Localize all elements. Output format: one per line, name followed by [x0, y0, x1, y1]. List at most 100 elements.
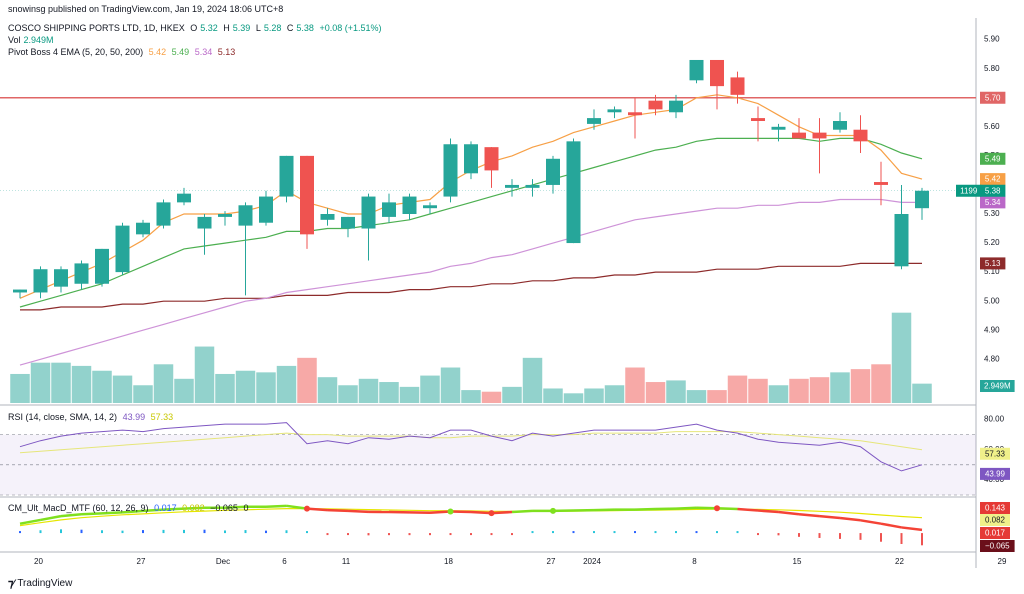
macd-legend[interactable]: CM_Ult_MacD_MTF (60, 12, 26, 9) 0.017 0.…	[8, 503, 251, 513]
volume-bar	[748, 378, 768, 403]
candle-body	[382, 202, 396, 217]
macd-histogram-bar	[552, 531, 554, 534]
macd-signal-badge: 0.082	[985, 516, 1006, 525]
macd-line-segment	[819, 514, 841, 520]
macd-line-segment	[450, 510, 472, 514]
macd-zero-value: 0	[243, 503, 249, 513]
volume-legend[interactable]: Vol 2.949M	[8, 35, 57, 45]
volume-bar	[830, 372, 850, 403]
macd-histogram-bar	[285, 530, 288, 534]
symbol-line[interactable]: COSCO SHIPPING PORTS LTD, 1D, HKEX O 5.32…	[8, 23, 385, 33]
macd-histogram-bar	[531, 531, 534, 534]
macd-histogram-bar	[490, 533, 493, 536]
rsi-ma-line	[19, 431, 923, 454]
macd-histogram-bar	[593, 531, 595, 534]
macd-line-segment	[183, 506, 205, 510]
macd-histogram-bar	[388, 533, 390, 536]
candle-body	[259, 196, 273, 223]
rsi-line	[19, 422, 923, 472]
macd-line-segment	[327, 508, 349, 513]
candle-body	[628, 112, 642, 116]
volume-bar	[358, 378, 379, 403]
published-text: snowinsg published on TradingView.com, J…	[8, 4, 284, 14]
macd-badge-high: 0.143	[985, 504, 1006, 513]
close-value: 5.38	[296, 23, 314, 33]
volume-bar	[92, 370, 112, 403]
macd-line-segment	[429, 510, 451, 515]
macd-line-segment	[122, 509, 144, 514]
volume-bar	[481, 391, 502, 403]
candle-body	[669, 100, 683, 113]
candle-body	[74, 263, 89, 284]
time-tick-label: 27	[547, 557, 556, 566]
time-tick-label: 15	[793, 557, 802, 566]
candle-body	[464, 144, 478, 174]
macd-value: 0.017	[154, 503, 177, 513]
time-tick-label: 18	[444, 557, 453, 566]
macd-line-segment	[19, 518, 41, 525]
volume-bar	[563, 393, 584, 403]
ema5-badge: 5.42	[985, 175, 1001, 184]
macd-histogram-bar	[798, 533, 800, 537]
candle-body	[279, 155, 294, 197]
candle-body	[341, 216, 355, 229]
volume-bar	[51, 362, 71, 403]
volume-bar	[256, 372, 276, 403]
candle-body	[238, 205, 253, 226]
macd-histogram-bar	[326, 533, 329, 536]
tradingview-logo[interactable]: ⁊⁄ TradingView	[8, 577, 72, 590]
volume-bar	[235, 370, 256, 403]
volume-bar	[174, 378, 194, 403]
macd-line-segment	[81, 512, 103, 516]
candle-body	[156, 202, 171, 226]
volume-bar	[891, 312, 912, 403]
candle-body	[853, 129, 868, 142]
volume-bar	[768, 385, 789, 403]
time-tick-label: Dec	[216, 557, 230, 566]
ema200-value: 5.13	[217, 47, 236, 57]
price-tick-label: 5.80	[984, 64, 1000, 73]
macd-histogram-bar	[654, 531, 657, 534]
ema200-badge: 5.13	[985, 259, 1001, 268]
macd-line-segment	[101, 511, 123, 515]
ema5-value: 5.42	[148, 47, 167, 57]
volume-bar	[420, 375, 440, 403]
volume-bar	[789, 378, 809, 403]
macd-signal-value: 0.082	[182, 503, 205, 513]
macd-line-segment	[778, 510, 800, 516]
macd-badge-high-bg	[980, 502, 1010, 514]
ema50-line	[19, 198, 922, 366]
volume-bar	[215, 373, 235, 403]
time-tick-label: 11	[342, 557, 351, 566]
macd-line-segment	[347, 509, 369, 514]
candle-body	[689, 59, 704, 81]
volume-bar	[10, 373, 30, 403]
macd-line-segment	[265, 504, 287, 509]
candle-body	[443, 144, 458, 197]
macd-histogram-bar	[39, 530, 42, 534]
volume-bar	[522, 357, 543, 403]
volume-bar	[30, 362, 51, 403]
tradingview-logo-icon: ⁊⁄	[8, 578, 14, 590]
rsi-badge-bg	[980, 467, 1010, 480]
macd-histogram-bar	[224, 530, 226, 534]
high-value: 5.39	[232, 23, 251, 33]
macd-line-segment	[163, 507, 185, 511]
ema5-line	[19, 94, 923, 299]
volume-bar	[153, 364, 174, 403]
macd-line-segment	[757, 509, 779, 514]
candle-body	[197, 216, 212, 229]
ema-legend[interactable]: Pivot Boss 4 EMA (5, 20, 50, 200) 5.42 5…	[8, 47, 238, 57]
rsi-legend[interactable]: RSI (14, close, SMA, 14, 2) 43.99 57.33	[8, 412, 176, 422]
macd-hist-value: −0.065	[210, 503, 238, 513]
macd-histogram-bar	[449, 533, 452, 536]
ema20-value: 5.49	[171, 47, 190, 57]
price-tick-label: 5.10	[984, 267, 1000, 276]
resistance-badge-bg	[980, 91, 1006, 104]
macd-line-segment	[696, 506, 718, 510]
candle-body	[566, 141, 581, 244]
macd-histogram-bar	[470, 533, 472, 536]
time-tick-label: 27	[137, 557, 146, 566]
volume-bar	[850, 369, 871, 403]
